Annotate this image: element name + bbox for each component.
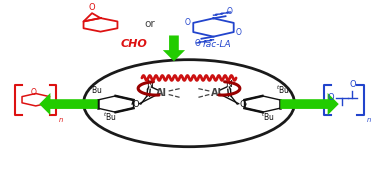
- Text: O: O: [235, 28, 242, 37]
- Text: O: O: [89, 3, 95, 12]
- Text: O: O: [226, 7, 232, 16]
- Text: or: or: [144, 19, 155, 29]
- Text: O: O: [328, 93, 334, 102]
- Text: O: O: [195, 39, 201, 48]
- Text: O: O: [31, 88, 37, 97]
- Ellipse shape: [84, 60, 294, 147]
- Text: O: O: [349, 80, 356, 89]
- Text: N: N: [225, 80, 232, 89]
- Text: Al: Al: [156, 88, 167, 98]
- Text: $^t$Bu: $^t$Bu: [276, 84, 289, 96]
- Text: N: N: [146, 80, 153, 89]
- Text: rac-LA: rac-LA: [203, 40, 232, 49]
- Text: $^t$Bu: $^t$Bu: [103, 111, 117, 123]
- Text: Al: Al: [211, 88, 222, 98]
- Text: O: O: [132, 100, 139, 109]
- Text: O: O: [239, 100, 246, 109]
- Text: $_n$: $_n$: [366, 115, 372, 125]
- Text: O: O: [184, 18, 190, 27]
- Text: $^t$Bu: $^t$Bu: [89, 84, 102, 96]
- Text: CHO: CHO: [121, 39, 148, 49]
- Text: $_n$: $_n$: [58, 115, 64, 125]
- Text: $^t$Bu: $^t$Bu: [261, 111, 275, 123]
